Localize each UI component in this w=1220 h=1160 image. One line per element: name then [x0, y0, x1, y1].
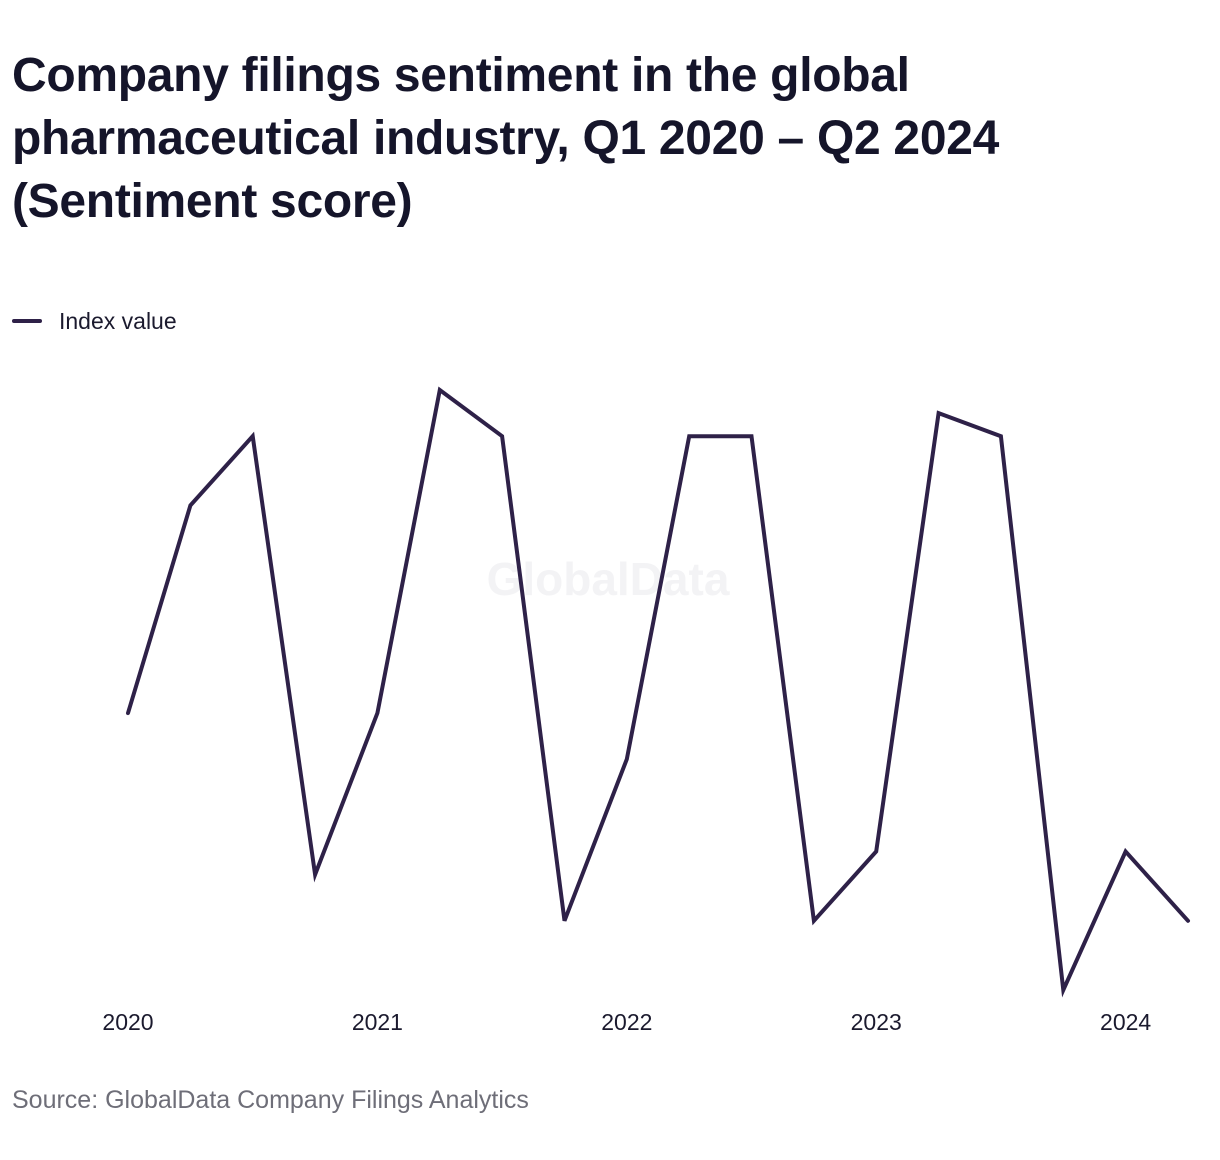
series-line-index-value	[126, 386, 1190, 998]
x-tick-label: 2021	[352, 1009, 403, 1035]
data-point	[621, 753, 633, 765]
legend: Index value	[12, 306, 177, 336]
data-point	[247, 430, 259, 442]
x-tick-label: 2020	[102, 1009, 153, 1035]
data-point	[683, 430, 695, 442]
data-point	[496, 430, 508, 442]
data-point	[746, 430, 758, 442]
data-point	[995, 430, 1007, 442]
x-tick-label: 2024	[1100, 1009, 1151, 1035]
legend-label: Index value	[59, 307, 177, 334]
data-point	[371, 707, 383, 719]
data-point	[309, 869, 321, 881]
data-point	[1057, 984, 1069, 996]
data-point	[808, 915, 820, 927]
data-point	[1120, 846, 1132, 858]
data-point	[1182, 915, 1194, 927]
chart-title: Company filings sentiment in the global …	[12, 49, 1000, 228]
x-tick-label: 2023	[851, 1009, 902, 1035]
x-axis-ticks: 2020 2021 2022 2023 2024	[102, 1009, 1151, 1035]
data-point	[933, 407, 945, 419]
source-note: Source: GlobalData Company Filings Analy…	[12, 1086, 529, 1114]
x-tick-label: 2022	[601, 1009, 652, 1035]
watermark: GlobalData	[487, 553, 730, 605]
series-group	[122, 384, 1194, 998]
data-point	[184, 499, 196, 511]
data-point	[122, 707, 134, 719]
legend-swatch	[12, 319, 42, 323]
data-point	[434, 384, 446, 396]
data-point	[558, 915, 570, 927]
data-point	[870, 846, 882, 858]
